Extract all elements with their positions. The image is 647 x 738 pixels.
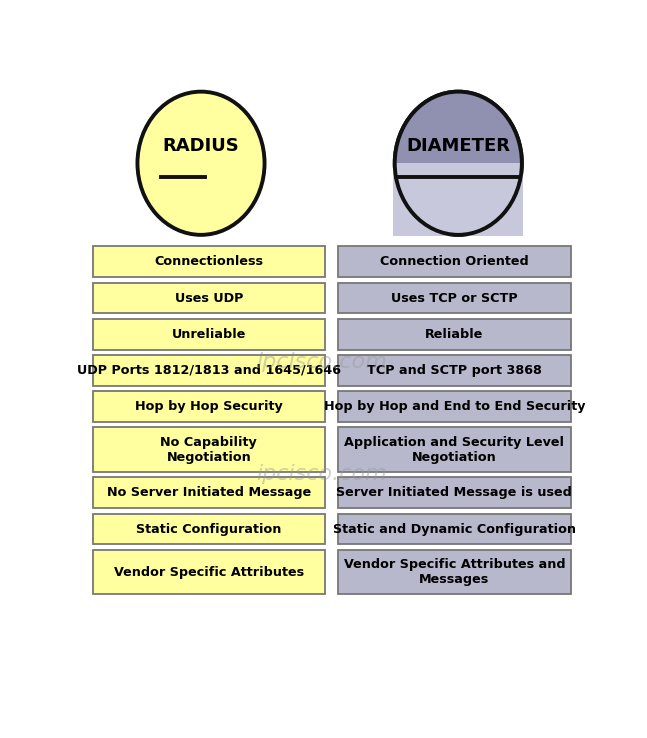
FancyBboxPatch shape [93,355,325,386]
FancyBboxPatch shape [338,246,571,277]
Text: Connectionless: Connectionless [154,255,263,269]
Ellipse shape [395,92,522,235]
Text: RADIUS: RADIUS [162,137,239,155]
FancyBboxPatch shape [338,550,571,594]
Ellipse shape [395,92,522,235]
Text: Vendor Specific Attributes and
Messages: Vendor Specific Attributes and Messages [344,558,565,586]
Text: DIAMETER: DIAMETER [406,137,510,155]
FancyBboxPatch shape [338,283,571,314]
FancyBboxPatch shape [338,319,571,350]
Text: Static and Dynamic Configuration: Static and Dynamic Configuration [333,523,576,536]
FancyBboxPatch shape [338,427,571,472]
FancyBboxPatch shape [393,163,523,236]
FancyBboxPatch shape [338,355,571,386]
FancyBboxPatch shape [338,477,571,508]
Text: Hop by Hop Security: Hop by Hop Security [135,400,283,413]
Text: Server Initiated Message is used: Server Initiated Message is used [336,486,573,500]
Text: ipcisco.com: ipcisco.com [256,463,386,483]
Text: No Server Initiated Message: No Server Initiated Message [107,486,311,500]
Text: Unreliable: Unreliable [171,328,246,341]
FancyBboxPatch shape [93,477,325,508]
FancyBboxPatch shape [93,319,325,350]
Text: UDP Ports 1812/1813 and 1645/1646: UDP Ports 1812/1813 and 1645/1646 [77,364,341,377]
Text: ipcisco.com: ipcisco.com [256,352,386,372]
FancyBboxPatch shape [338,514,571,545]
FancyBboxPatch shape [93,550,325,594]
Ellipse shape [137,92,265,235]
Text: Application and Security Level
Negotiation: Application and Security Level Negotiati… [344,435,564,463]
Text: Uses UDP: Uses UDP [175,292,243,305]
Text: Reliable: Reliable [425,328,483,341]
Text: Static Configuration: Static Configuration [136,523,281,536]
Text: Hop by Hop and End to End Security: Hop by Hop and End to End Security [324,400,585,413]
FancyBboxPatch shape [93,514,325,545]
Text: No Capability
Negotiation: No Capability Negotiation [160,435,257,463]
Text: TCP and SCTP port 3868: TCP and SCTP port 3868 [367,364,542,377]
Text: Connection Oriented: Connection Oriented [380,255,529,269]
FancyBboxPatch shape [93,391,325,422]
FancyBboxPatch shape [93,246,325,277]
Text: Vendor Specific Attributes: Vendor Specific Attributes [114,565,304,579]
Text: Uses TCP or SCTP: Uses TCP or SCTP [391,292,518,305]
FancyBboxPatch shape [93,427,325,472]
FancyBboxPatch shape [338,391,571,422]
FancyBboxPatch shape [93,283,325,314]
